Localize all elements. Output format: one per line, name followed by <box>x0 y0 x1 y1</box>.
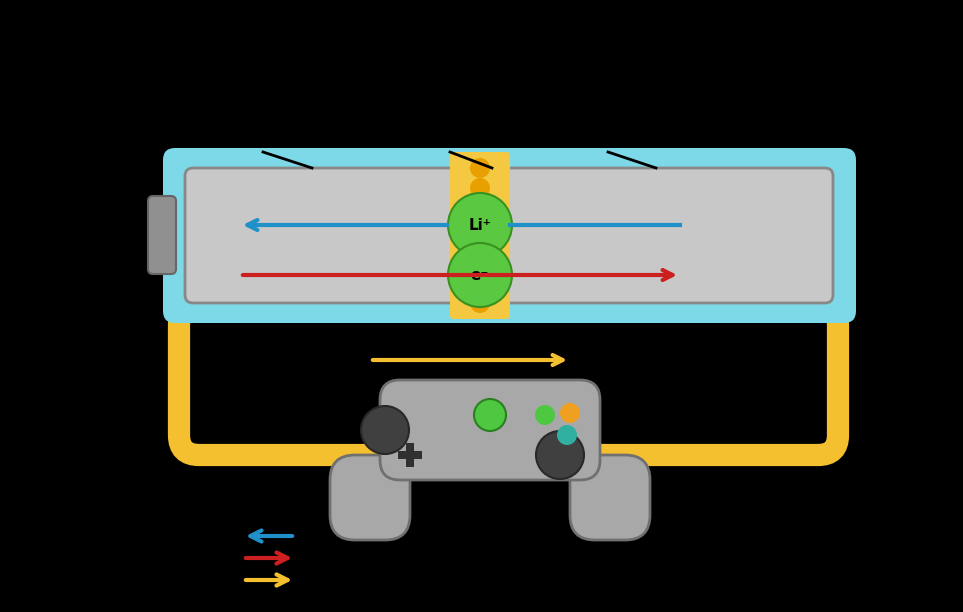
Bar <box>406 443 414 467</box>
Circle shape <box>448 243 512 307</box>
Circle shape <box>535 405 555 425</box>
FancyBboxPatch shape <box>163 148 856 323</box>
Circle shape <box>448 193 512 257</box>
Circle shape <box>557 425 577 445</box>
Circle shape <box>470 178 490 198</box>
Circle shape <box>536 431 584 479</box>
FancyBboxPatch shape <box>450 152 510 319</box>
Circle shape <box>560 403 580 423</box>
Bar <box>398 451 422 459</box>
Circle shape <box>470 293 490 313</box>
Circle shape <box>474 399 506 431</box>
FancyBboxPatch shape <box>380 380 600 480</box>
FancyBboxPatch shape <box>185 168 833 303</box>
FancyBboxPatch shape <box>148 196 176 274</box>
FancyBboxPatch shape <box>570 455 650 540</box>
Circle shape <box>361 406 409 454</box>
Circle shape <box>470 198 490 218</box>
Text: e⁻: e⁻ <box>471 267 489 283</box>
Circle shape <box>470 253 490 273</box>
Circle shape <box>470 273 490 293</box>
Text: Li⁺: Li⁺ <box>469 217 491 233</box>
FancyBboxPatch shape <box>330 455 410 540</box>
Circle shape <box>470 158 490 178</box>
